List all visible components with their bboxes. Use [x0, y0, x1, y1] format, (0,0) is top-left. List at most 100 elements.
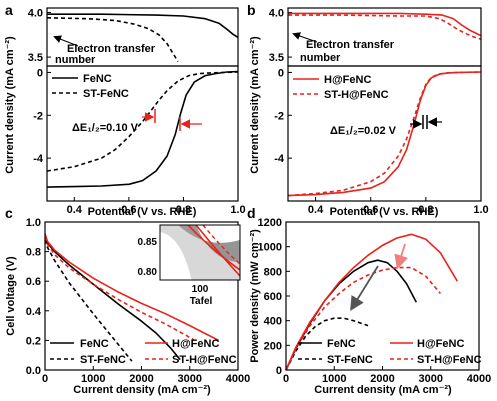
panel-b-xlabel: Potential (V vs. RHE): [330, 206, 439, 218]
panel-d-legend-sthfenc: ST-H@FeNC: [417, 354, 482, 366]
panel-c-xtick-label: 2000: [129, 373, 153, 385]
panel-d-arrow-gray: [350, 265, 379, 312]
panel-c-inset: 0.85 0.80 100 Tafel: [138, 224, 241, 307]
panel-d-ytick-label: 1000: [258, 242, 282, 254]
panel-d-ytick-label: 1200: [258, 217, 282, 229]
panel-a-et-label: Electron transfer: [67, 43, 156, 55]
panel-b-letter: b: [247, 2, 256, 18]
panel-a-ticks: 0.4 0.6 0.8 1.0 0 -2 -4 4.0 3.5: [28, 7, 246, 216]
panel-a-ytick-label: -4: [33, 153, 44, 165]
panel-d-curves: [285, 233, 458, 371]
panel-a-ytick-label: -2: [33, 110, 43, 122]
panel-a-xlabel: Potential (V vs. RHE): [88, 206, 197, 218]
panel-a-et-st-fenc: [46, 17, 179, 62]
panel-a-letter: a: [5, 2, 13, 18]
panel-c-ytick-label: 0.6: [26, 276, 41, 288]
panel-b-top-ytick-label: 3.5: [269, 52, 284, 64]
panel-d-arrow-pink: [394, 243, 409, 270]
panel-c-xtick-label: 4000: [226, 373, 250, 385]
panel-c-legend-sthfenc: ST-H@FeNC: [172, 354, 237, 366]
panel-d-series-st-h-fenc: [285, 266, 442, 371]
panel-c-ytick-label: 0.2: [26, 335, 41, 347]
panel-c-xlabel: Current density (mA cm⁻²): [73, 384, 211, 396]
panel-a-series-fenc: [46, 70, 239, 188]
panel-a-et-arrow: [53, 35, 79, 47]
panel-a-legend-fenc: FeNC: [83, 73, 112, 85]
panel-c-letter: c: [5, 205, 13, 221]
panel-d-legend-fenc: FeNC: [327, 338, 356, 350]
panel-c-inset-band-light: [160, 225, 240, 280]
panel-c: c Cell voltage (V) Current density (mA c…: [5, 205, 250, 396]
panel-d-xtick-label: 3000: [419, 373, 443, 385]
panel-a-delta-label: ΔE₁/₂=0.10 V: [72, 122, 139, 134]
panel-c-legend-hfenc: H@FeNC: [172, 338, 219, 350]
panel-a-top-ytick-label: 3.5: [28, 52, 43, 64]
panel-d-series-h-fenc: [285, 233, 458, 371]
panel-a-et-fenc: [47, 13, 239, 39]
panel-c-inset-line-1: [187, 225, 240, 271]
panel-a-curves: [46, 13, 239, 188]
panel-c-inset-frame: [159, 224, 241, 281]
panel-d-xtick-label: 0: [283, 373, 289, 385]
panel-d-frame: [285, 221, 480, 371]
panel-b-ytick-label: 0: [278, 67, 284, 79]
panel-b-et-label: Electron transfer: [306, 39, 395, 51]
panel-d-ylabel: Power density (mW cm⁻²): [249, 229, 261, 363]
panel-a-top-ytick-label: 4.0: [28, 7, 43, 19]
panel-a-xtick-label: 0.4: [67, 204, 83, 216]
panel-d-ytick-label: 600: [264, 291, 282, 303]
panel-c-series-st-fenc: [44, 239, 133, 362]
panel-a-xtick-label: 0.6: [121, 204, 136, 216]
panel-c-ytick-label: 0.8: [26, 247, 41, 259]
panel-b-ytick-label: -2: [274, 110, 284, 122]
panel-b-et-h-fenc: [288, 12, 482, 37]
panel-d: d Power density (mW cm⁻²) Current densit…: [247, 205, 491, 396]
panel-d-xtick-label: 2000: [370, 373, 394, 385]
panel-c-ticks: 0 1000 2000 3000 4000 0.0 0.2 0.4 0.6 0.8 1.0: [26, 217, 251, 385]
panel-d-ytick-label: 0: [276, 365, 282, 377]
panel-d-ticks: 0 1000 2000 3000 4000 0 200 400 600 800 1000 1200: [258, 217, 492, 385]
panel-b-bottom-frame: [287, 65, 482, 202]
panel-c-curves: [44, 233, 220, 362]
panel-b-et-arrow: [292, 32, 318, 43]
panel-d-xtick-label: 1000: [322, 373, 346, 385]
panel-a-bottom-frame: [46, 65, 239, 202]
panel-c-series-st-h-fenc: [44, 236, 196, 342]
panel-c-inset-ytick-2: 0.80: [138, 267, 158, 278]
panel-b-xtick-label: 1.0: [473, 204, 488, 216]
panel-c-inset-line-2: [195, 225, 240, 277]
panel-d-xtick-label: 4000: [467, 373, 491, 385]
panel-b-xtick-label: 0.6: [363, 204, 378, 216]
panel-b-ylabel: Current density (mA cm⁻²): [249, 36, 261, 174]
panel-a-et-label2: number: [55, 54, 96, 66]
panel-b-ytick-label: -4: [274, 153, 285, 165]
panel-d-series-st-fenc: [285, 317, 369, 371]
panel-b-delta-label: ΔE₁/₂=0.02 V: [330, 125, 397, 137]
panel-c-inset-line-3: [202, 225, 240, 265]
panel-a-legend-stfenc: ST-FeNC: [83, 88, 129, 100]
panel-d-legend-stfenc: ST-FeNC: [327, 354, 373, 366]
panel-c-inset-label: Tafel: [190, 296, 213, 307]
panel-a-ytick-label: 0: [37, 67, 43, 79]
panel-d-ytick-label: 400: [264, 316, 282, 328]
panel-c-ylabel: Cell voltage (V): [5, 256, 17, 336]
panel-b-ticks: 0.4 0.6 0.8 1.0 0 -2 -4 4.0 3.5: [269, 7, 489, 216]
panel-c-xtick-label: 3000: [178, 373, 202, 385]
panel-a-xtick-label: 1.0: [230, 204, 245, 216]
panel-c-legend-stfenc: ST-FeNC: [80, 354, 126, 366]
panel-c-series-h-fenc: [44, 233, 220, 342]
panel-c-frame: [44, 221, 239, 371]
panel-c-xtick-label: 1000: [81, 373, 105, 385]
panel-c-series-fenc: [44, 236, 181, 361]
panel-c-legend-fenc: FeNC: [80, 338, 109, 350]
panel-c-inset-ytick-1: 0.85: [138, 237, 158, 248]
panel-b: b Current density (mA cm⁻²) Potential (V…: [247, 2, 489, 218]
panel-c-ytick-label: 0.4: [26, 306, 42, 318]
panel-a-xtick-label: 0.8: [176, 204, 191, 216]
panel-a-ylabel: Current density (mA cm⁻²): [4, 36, 16, 174]
panel-d-letter: d: [247, 205, 256, 221]
panel-b-et-label2: number: [300, 52, 341, 64]
panel-d-ytick-label: 800: [264, 266, 282, 278]
panel-c-xtick-label: 0: [42, 373, 48, 385]
panel-b-xtick-label: 0.4: [308, 204, 324, 216]
